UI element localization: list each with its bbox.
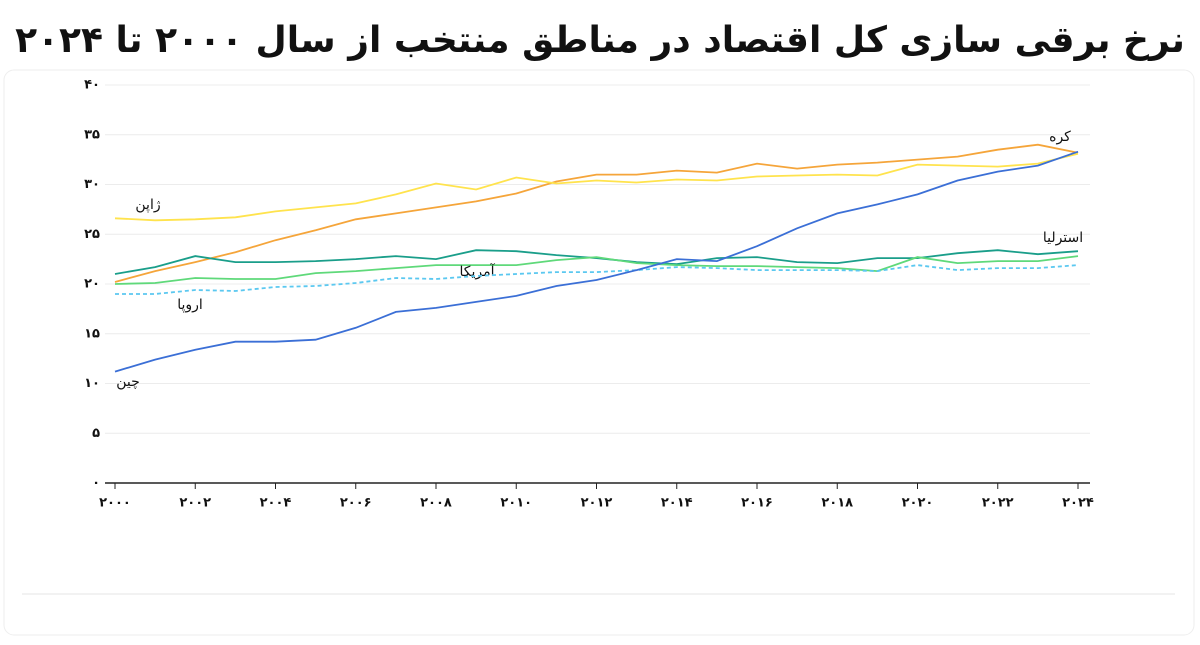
x-tick-label: ۲۰۲۴ [1062, 496, 1094, 511]
y-tick-label: ۲۰ [84, 277, 100, 292]
chart-title: نرخ برقی سازی کل اقتصاد در مناطق منتخب ا… [15, 20, 1185, 61]
series-label: استرلیا [1043, 230, 1083, 246]
series-line [114, 143, 1079, 283]
y-tick-label: ۱۵ [84, 326, 100, 341]
y-tick-label: ۴۰ [84, 78, 100, 93]
y-tick-label: ۲۵ [84, 227, 100, 242]
x-tick-label: ۲۰۰۲ [179, 496, 211, 511]
x-tick-label: ۲۰۱۸ [821, 496, 853, 511]
x-tick-label: ۲۰۰۸ [420, 496, 452, 511]
x-tick-label: ۲۰۲۰ [902, 496, 934, 511]
y-tick-label: ۳۰ [84, 177, 100, 192]
x-tick-label: ۲۰۱۰ [500, 496, 532, 511]
y-tick-label: ۰ [92, 476, 100, 491]
series-line [114, 249, 1079, 275]
series-line [114, 152, 1079, 222]
series-label: اروپا [177, 297, 203, 313]
x-tick-label: ۲۰۱۴ [661, 496, 693, 511]
y-tick-label: ۱۰ [84, 376, 100, 391]
x-tick-label: ۲۰۰۰ [99, 496, 131, 511]
x-tick-label: ۲۰۱۲ [581, 496, 613, 511]
x-tick-label: ۲۰۲۲ [982, 496, 1014, 511]
series-label: کره [1049, 129, 1071, 145]
x-tick-label: ۲۰۱۶ [741, 496, 773, 511]
card [3, 69, 1195, 636]
series-label: ژاپن [135, 197, 160, 213]
y-tick-label: ۵ [92, 426, 100, 441]
y-tick-label: ۳۵ [84, 127, 100, 142]
x-tick-label: ۲۰۰۶ [340, 496, 372, 511]
series-line [114, 255, 1079, 285]
series-label: چین [116, 374, 140, 390]
x-tick-label: ۲۰۰۴ [260, 496, 292, 511]
series-line [114, 150, 1079, 373]
